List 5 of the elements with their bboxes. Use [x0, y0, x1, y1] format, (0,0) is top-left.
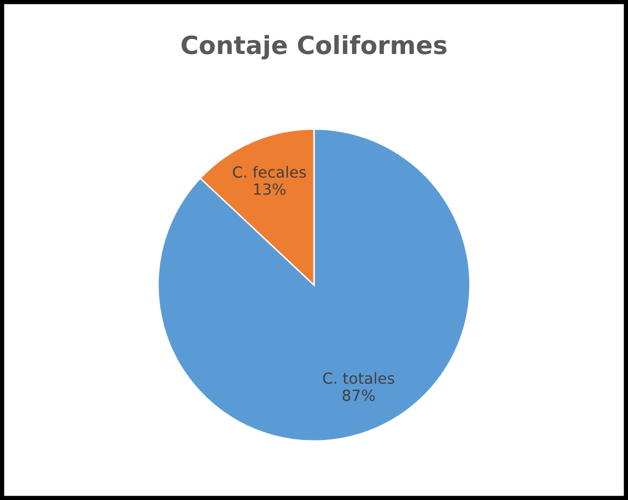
data-label: 87% — [342, 390, 375, 402]
data-label: 13% — [254, 183, 286, 195]
chart-title: Contaje Coliformes — [182, 35, 446, 60]
slice-label: C. fecales — [232, 166, 306, 178]
slice-label: C. totales — [323, 372, 394, 384]
